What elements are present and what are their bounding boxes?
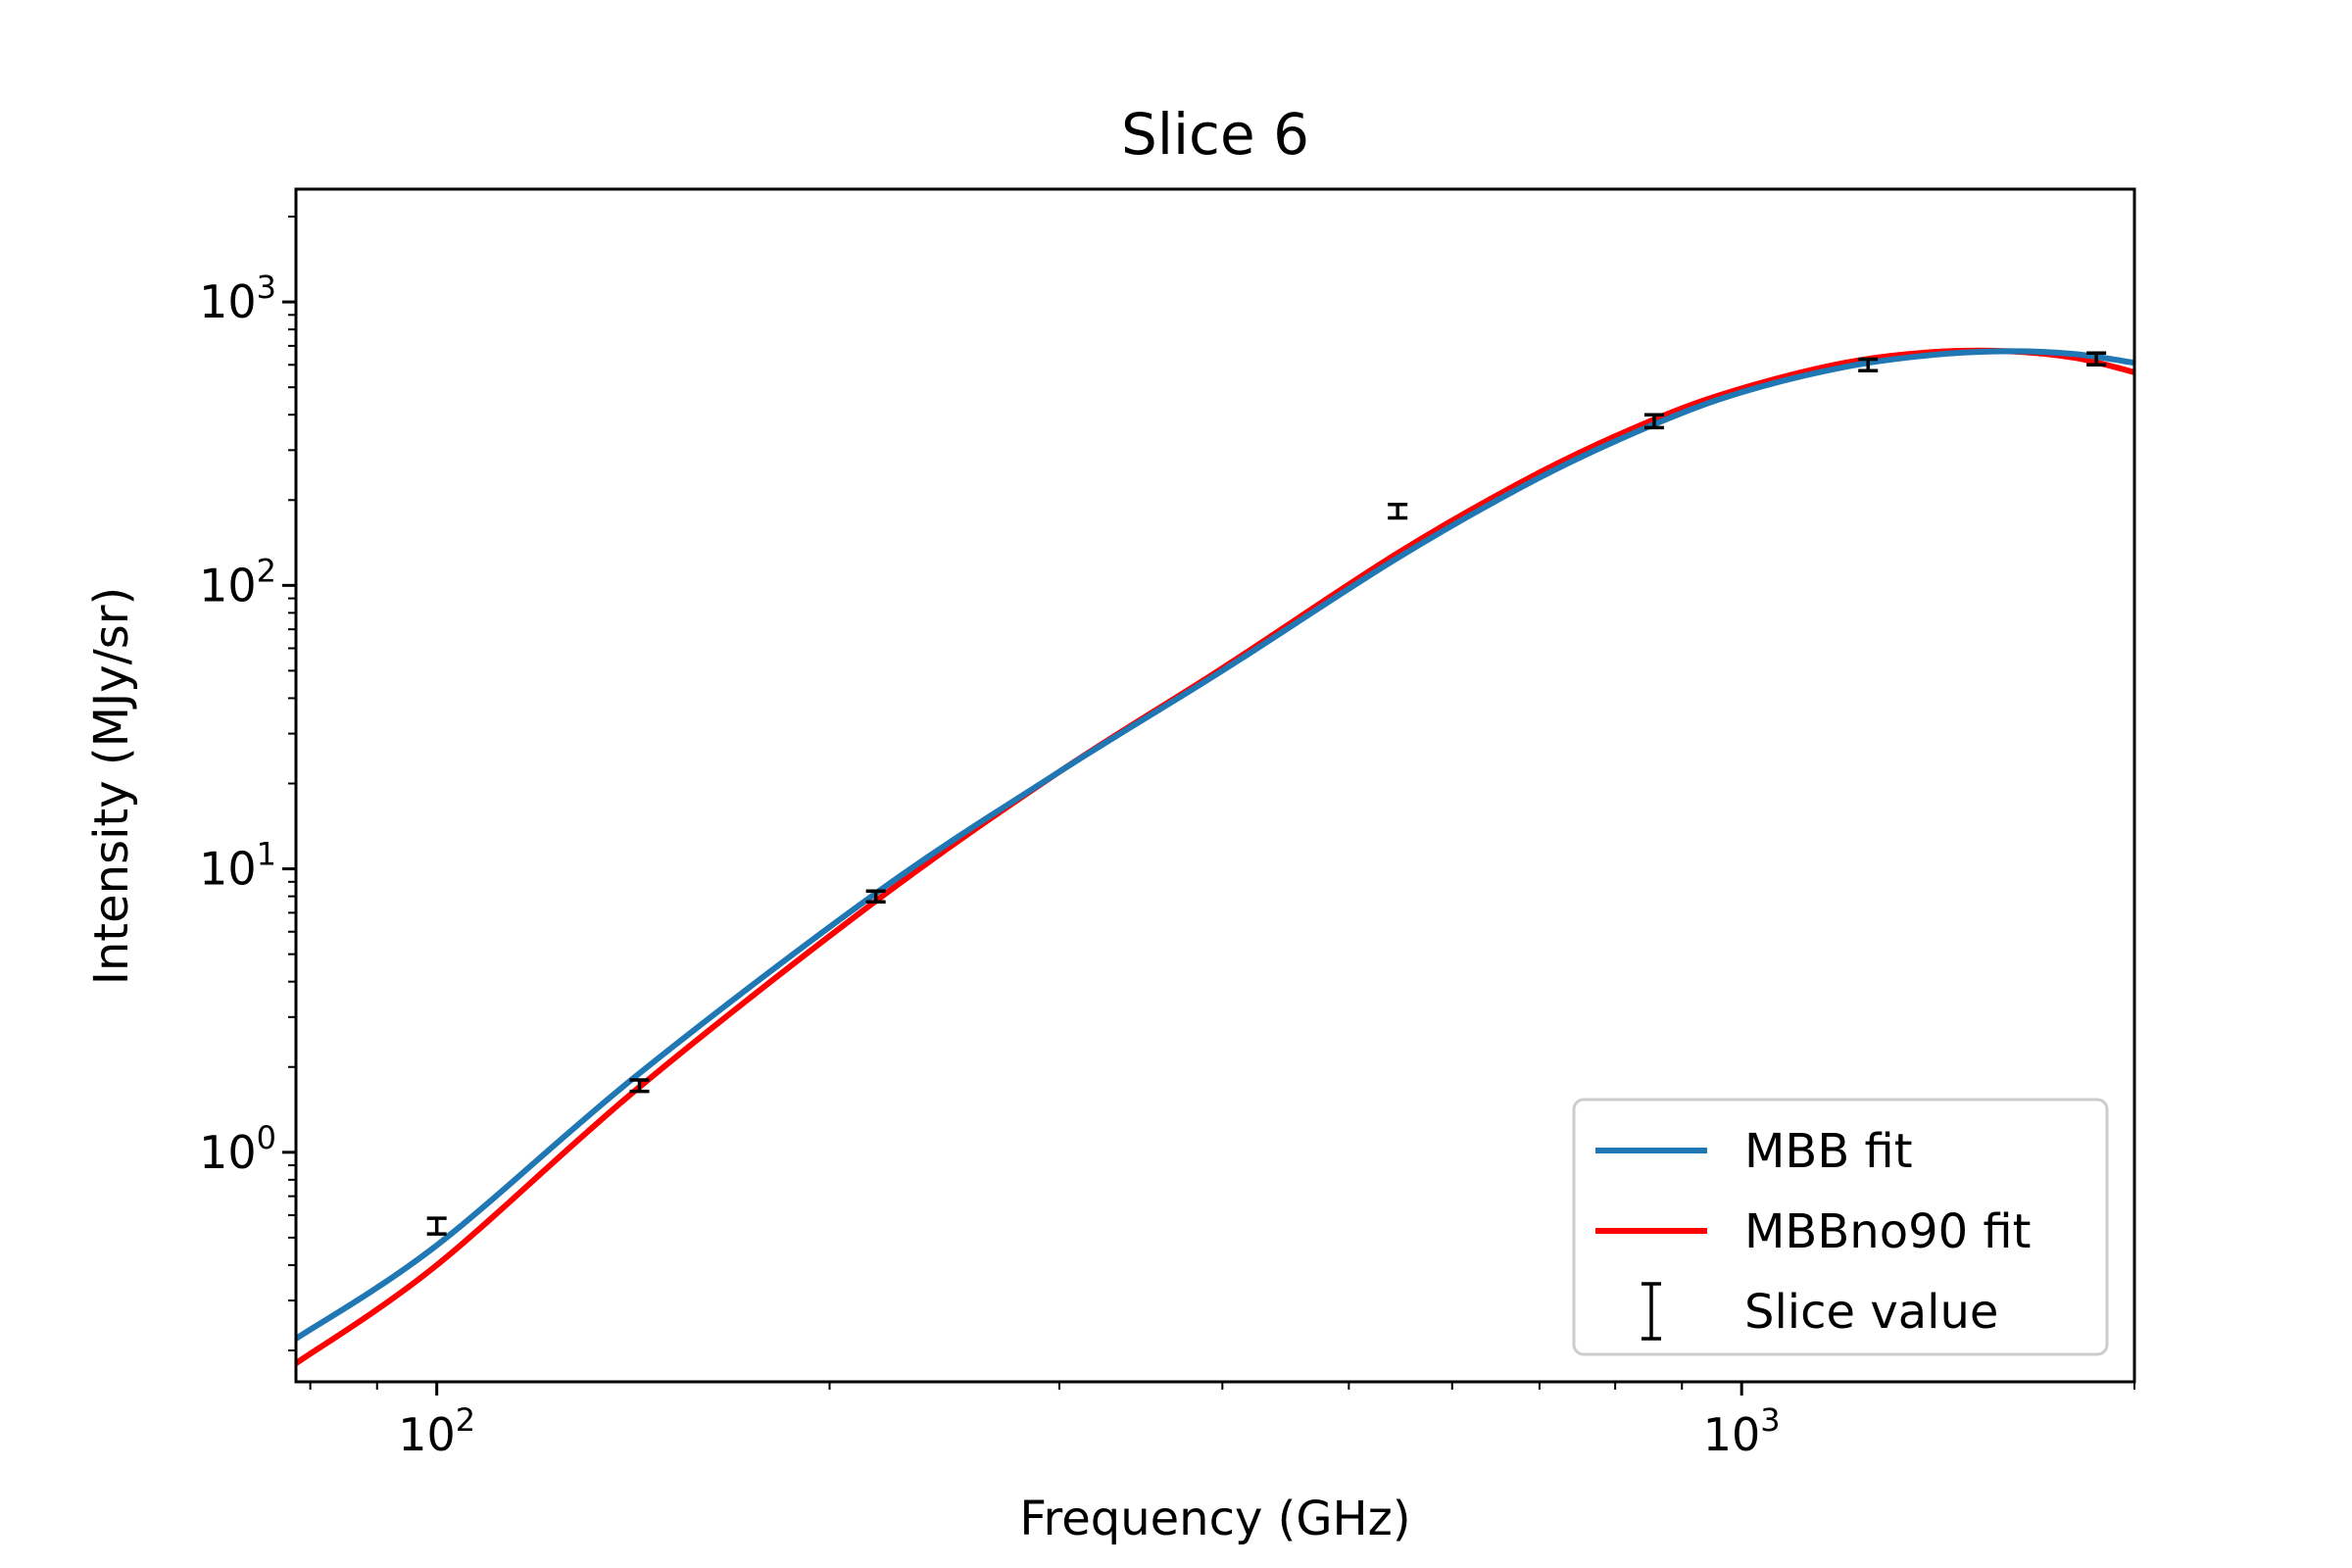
data-point-errorbar	[1858, 357, 1879, 373]
x-axis-title: Frequency (GHz)	[1019, 1492, 1410, 1546]
y-tick-label: 103	[199, 269, 276, 328]
x-axis: 102 103	[309, 1382, 2135, 1461]
data-point-errorbar	[865, 889, 886, 904]
data-point-errorbar	[1388, 502, 1408, 520]
x-tick-label: 103	[1703, 1401, 1781, 1461]
series-line-mbb-fit	[296, 348, 2134, 1342]
plot-frame	[294, 187, 2136, 1384]
legend-label: MBBno90 fit	[1744, 1204, 2031, 1259]
legend-box	[1572, 1098, 2109, 1356]
x-tick-label: 102	[398, 1401, 475, 1461]
data-point-errorbar	[629, 1078, 650, 1094]
data-point-errorbar	[1643, 413, 1664, 430]
data-point-errorbar	[2086, 351, 2107, 368]
legend-label: Slice value	[1744, 1285, 1998, 1340]
y-tick-label: 100	[199, 1119, 276, 1179]
legend: MBB fit MBBno90 fit Slice value	[1572, 1098, 2109, 1356]
y-tick-label: 102	[199, 552, 276, 612]
chart-title: Slice 6	[1121, 101, 1309, 168]
y-axis-title: Intensity (MJy/sr)	[84, 587, 139, 986]
legend-label: MBB fit	[1744, 1124, 1913, 1179]
y-tick-label: 101	[199, 836, 276, 896]
plot-area	[294, 187, 2136, 1384]
y-axis: 100 101 102 103	[199, 216, 296, 1351]
data-point-errorbar	[426, 1216, 447, 1236]
